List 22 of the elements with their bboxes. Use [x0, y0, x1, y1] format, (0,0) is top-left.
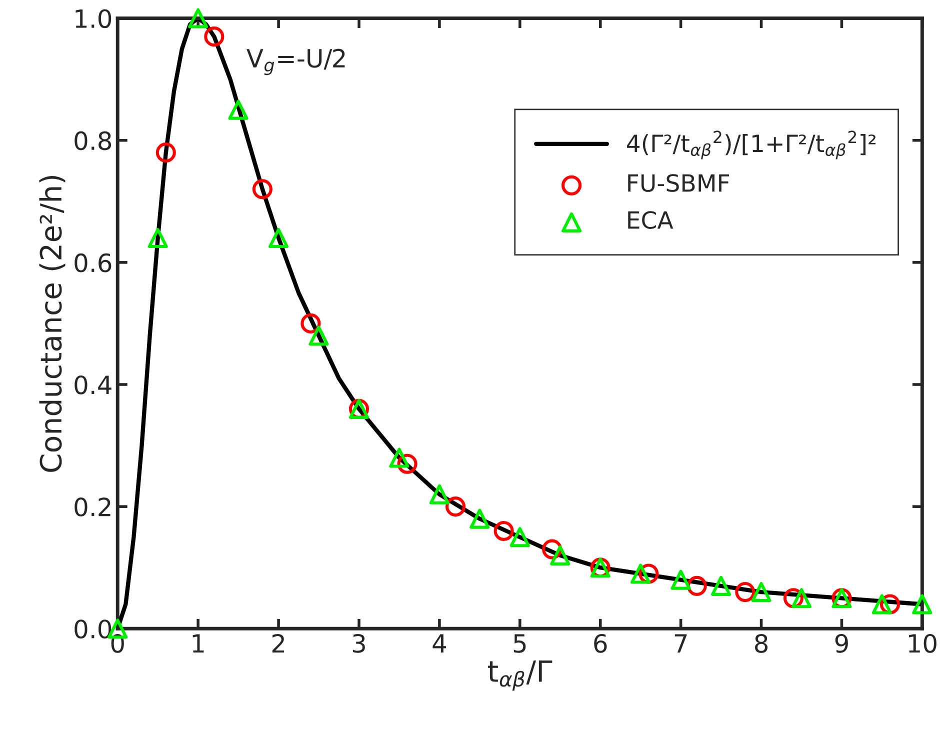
x-tick-label: 1 — [192, 634, 204, 653]
y-tick-label: 0.6 — [74, 253, 112, 272]
x-tick-label: 10 — [909, 634, 936, 653]
x-tick-label: 6 — [594, 634, 607, 653]
x-tick-label: 9 — [835, 634, 848, 653]
x-tick-label: 4 — [432, 634, 446, 653]
x-axis-title: t$_{αβ}$/Γ — [488, 660, 552, 691]
y-tick-label: 0.0 — [74, 620, 112, 639]
y-tick-label: 0.2 — [74, 498, 110, 516]
y-axis-title: Conductance (2e²/h) — [39, 176, 66, 472]
annotation: V$_{g}$=-U/2 — [246, 48, 345, 76]
x-tick-label: 8 — [755, 634, 768, 653]
legend-label: 4(Γ²/t$_{αβ}$$^{2}$)/[1+Γ²/t$_{αβ}$$^{2}$]² — [626, 130, 876, 160]
legend-label: FU-SBMF — [628, 174, 729, 192]
y-tick-label: 0.4 — [74, 375, 112, 394]
x-tick-label: 5 — [514, 634, 526, 653]
x-tick-label: 3 — [352, 634, 365, 653]
y-tick-label: 0.8 — [74, 131, 112, 150]
x-tick-label: 7 — [674, 634, 687, 653]
y-tick-label: 1.0 — [76, 9, 112, 28]
legend-label: ECA — [628, 211, 674, 229]
x-tick-label: 2 — [272, 634, 284, 653]
